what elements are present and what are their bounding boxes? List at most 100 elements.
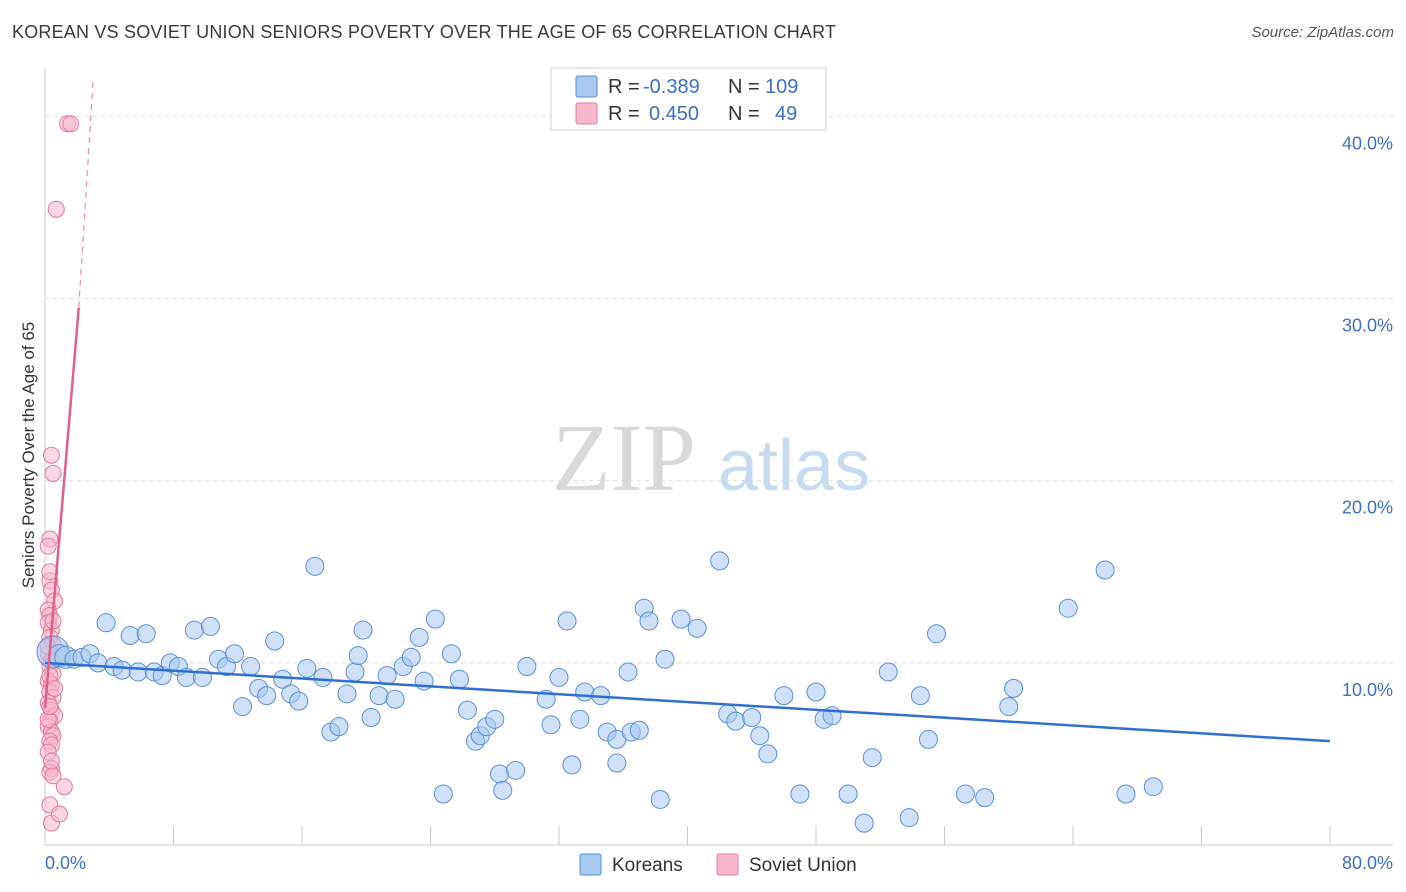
soviet-union-point [44, 464, 62, 482]
koreans-point [433, 784, 453, 804]
koreans-point [369, 686, 389, 706]
koreans-point [1116, 784, 1136, 804]
koreans-point [562, 755, 582, 775]
y-axis-title: Seniors Poverty Over the Age of 65 [19, 322, 38, 588]
koreans-point [618, 662, 638, 682]
bottom-legend-koreans-swatch [579, 853, 602, 876]
soviet-union-point [41, 563, 59, 581]
legend-koreans-r-label: R = [608, 76, 640, 98]
legend-soviet-n-value: 49 [775, 103, 797, 125]
y-tick-label: 30.0% [1342, 316, 1393, 336]
koreans-point [409, 627, 429, 647]
koreans-point [348, 646, 368, 666]
koreans-point [273, 669, 293, 689]
koreans-point [650, 789, 670, 809]
koreans-point [854, 813, 874, 833]
koreans-point [671, 609, 691, 629]
koreans-point [639, 611, 659, 631]
koreans-point [999, 697, 1019, 717]
koreans-point [955, 784, 975, 804]
koreans-point [337, 684, 357, 704]
koreans-point [758, 744, 778, 764]
legend-soviet-r-label: R = [608, 103, 640, 125]
koreans-point [289, 691, 309, 711]
koreans-point [377, 666, 397, 686]
y-tick-labels: 10.0% 20.0% 30.0% 40.0% [1342, 133, 1393, 699]
soviet-union-trendline-extension [78, 79, 94, 308]
legend-koreans-r-value: -0.389 [643, 76, 700, 98]
x-tick-label-max: 80.0% [1342, 853, 1393, 873]
gridlines [45, 115, 1393, 664]
legend-box: R = -0.389 N = 109 R = 0.450 N = 49 [550, 67, 827, 131]
koreans-point [136, 624, 156, 644]
bottom-legend-koreans: Koreans [612, 855, 683, 876]
koreans-point [353, 620, 373, 640]
soviet-union-point [47, 200, 65, 218]
koreans-point [517, 657, 537, 676]
legend-soviet-n-label: N = [728, 103, 760, 125]
koreans-point [313, 667, 333, 687]
x-tick-label-min: 0.0% [45, 853, 86, 873]
koreans-point [899, 808, 919, 828]
koreans-point [806, 682, 826, 702]
koreans-point [112, 660, 132, 680]
koreans-point [200, 616, 220, 636]
koreans-point [975, 788, 995, 808]
koreans-point [120, 626, 140, 646]
koreans-point [726, 711, 746, 731]
koreans-trendline [44, 661, 1331, 743]
koreans-point [265, 631, 285, 651]
koreans-point [449, 669, 469, 689]
koreans-point [750, 726, 770, 746]
koreans-point [910, 686, 930, 706]
koreans-point [549, 667, 569, 687]
koreans-point [401, 647, 421, 667]
koreans-point [96, 613, 116, 633]
koreans-point [1095, 560, 1115, 580]
y-tick-label: 10.0% [1342, 680, 1393, 700]
soviet-union-point [62, 115, 80, 133]
legend-koreans-swatch [575, 75, 598, 98]
koreans-point [926, 624, 946, 644]
source-label: Source: ZipAtlas.com [1251, 24, 1394, 41]
koreans-point [297, 658, 317, 678]
legend-soviet-r-value: 0.450 [649, 103, 699, 125]
koreans-point [493, 780, 513, 800]
koreans-point [557, 611, 577, 631]
koreans-point [878, 662, 898, 682]
koreans-point [862, 748, 882, 768]
koreans-point [506, 760, 526, 780]
koreans-point [1004, 678, 1024, 698]
y-tick-label: 20.0% [1342, 498, 1393, 518]
soviet-union-point [55, 778, 73, 796]
koreans-point [128, 662, 148, 682]
koreans-point [257, 686, 277, 706]
bottom-legend-soviet: Soviet Union [749, 855, 857, 876]
soviet-union-point [42, 446, 60, 464]
koreans-point [774, 686, 794, 706]
koreans-point [329, 717, 349, 737]
koreans-point [485, 709, 505, 729]
koreans-points [36, 551, 1163, 833]
legend-soviet-swatch [575, 102, 598, 125]
koreans-point [1143, 777, 1163, 797]
koreans-point [655, 649, 675, 669]
soviet-union-point [46, 679, 64, 697]
koreans-point [607, 753, 627, 773]
x-tick-labels: 0.0% 80.0% [45, 853, 1393, 873]
koreans-point [305, 556, 325, 576]
koreans-point [541, 715, 561, 735]
koreans-point [742, 708, 762, 727]
soviet-union-trendline [43, 307, 80, 709]
koreans-point [687, 618, 707, 638]
koreans-point [457, 700, 477, 720]
koreans-point [918, 729, 938, 749]
chart-title: KOREAN VS SOVIET UNION SENIORS POVERTY O… [12, 22, 837, 42]
trendlines [43, 79, 1331, 743]
soviet-union-point [39, 537, 57, 555]
koreans-point [361, 708, 381, 727]
koreans-point [710, 551, 730, 571]
koreans-point [790, 784, 810, 804]
koreans-point [225, 644, 245, 664]
